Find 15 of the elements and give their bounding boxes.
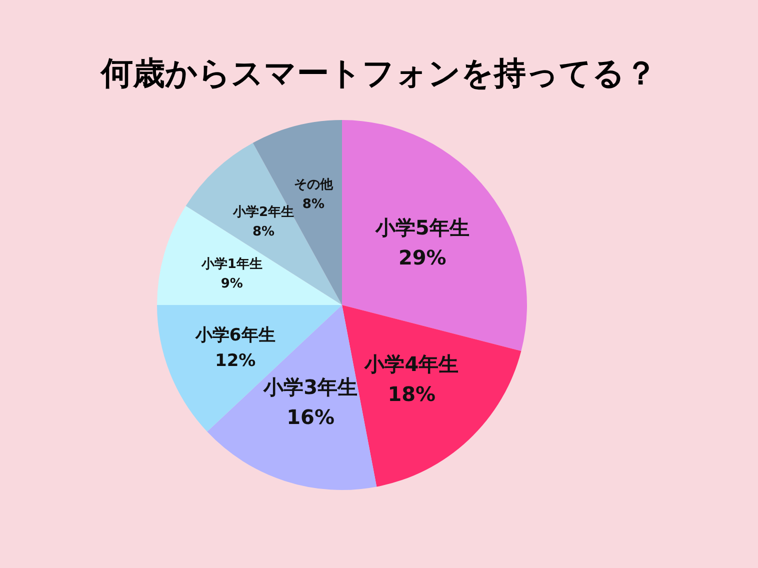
slice-label: 小学4年生 [364,352,459,376]
data-label: 8% [302,197,325,212]
chart-title: 何歳からスマートフォンを持ってる？ [99,54,657,92]
slice-label: 小学6年生 [194,325,276,346]
data-label: 9% [220,276,243,292]
data-label: 29% [398,246,446,270]
data-label: 16% [286,404,334,429]
slice-label: その他 [294,178,334,193]
slice-label: 小学3年生 [262,374,358,399]
slice-label: 小学2年生 [232,205,294,220]
slice-label: 小学5年生 [374,216,470,240]
data-label: 8% [252,224,275,240]
slice-label: 小学1年生 [200,256,262,272]
data-label: 12% [215,350,256,371]
data-label: 18% [388,382,436,406]
